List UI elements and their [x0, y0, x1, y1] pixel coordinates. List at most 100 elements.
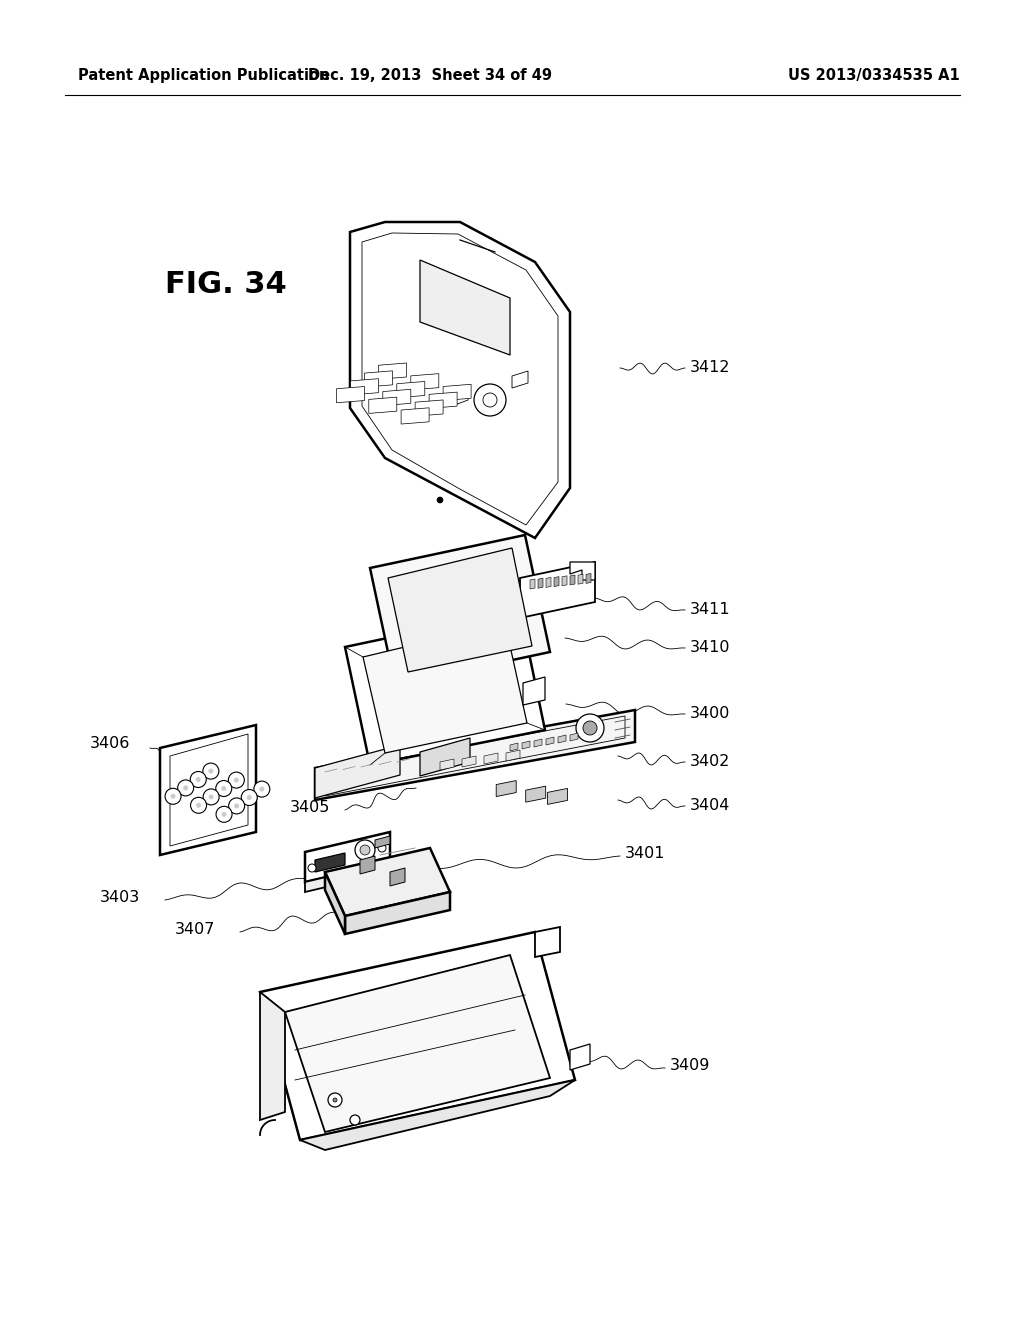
Polygon shape — [510, 743, 518, 751]
Text: 3411: 3411 — [690, 602, 731, 618]
Polygon shape — [443, 384, 471, 400]
Polygon shape — [534, 739, 542, 747]
Circle shape — [242, 789, 257, 805]
Polygon shape — [440, 759, 454, 770]
Circle shape — [437, 498, 443, 503]
Polygon shape — [300, 1080, 575, 1150]
Text: 3412: 3412 — [690, 360, 730, 375]
Circle shape — [233, 777, 239, 783]
Circle shape — [234, 804, 240, 808]
Polygon shape — [512, 371, 528, 388]
Polygon shape — [397, 381, 425, 397]
Circle shape — [254, 781, 270, 797]
Polygon shape — [570, 733, 578, 741]
Circle shape — [360, 845, 370, 855]
Polygon shape — [538, 578, 543, 589]
Circle shape — [228, 772, 245, 788]
Polygon shape — [484, 752, 498, 764]
Polygon shape — [337, 387, 365, 403]
Polygon shape — [360, 855, 375, 874]
Circle shape — [328, 1093, 342, 1107]
Circle shape — [216, 780, 231, 796]
Polygon shape — [415, 400, 443, 416]
Polygon shape — [345, 610, 545, 766]
Polygon shape — [370, 535, 550, 685]
Circle shape — [208, 768, 213, 774]
Polygon shape — [401, 408, 429, 424]
Polygon shape — [525, 787, 546, 803]
Polygon shape — [530, 579, 535, 589]
Polygon shape — [315, 853, 345, 873]
Polygon shape — [411, 374, 439, 389]
Polygon shape — [546, 737, 554, 744]
Text: 3403: 3403 — [100, 891, 140, 906]
Polygon shape — [325, 873, 345, 935]
Circle shape — [308, 865, 316, 873]
Polygon shape — [535, 927, 560, 957]
Polygon shape — [562, 576, 567, 586]
Polygon shape — [305, 862, 390, 892]
Polygon shape — [420, 260, 510, 355]
Polygon shape — [546, 577, 551, 587]
Polygon shape — [548, 788, 567, 804]
Polygon shape — [365, 371, 392, 387]
Circle shape — [171, 793, 175, 799]
Polygon shape — [388, 548, 532, 672]
Polygon shape — [369, 397, 397, 413]
Circle shape — [221, 785, 226, 791]
Polygon shape — [345, 892, 450, 935]
Polygon shape — [586, 573, 591, 583]
Circle shape — [583, 721, 597, 735]
Polygon shape — [462, 756, 476, 767]
Polygon shape — [160, 725, 256, 855]
Text: 3401: 3401 — [625, 846, 666, 861]
Circle shape — [203, 763, 219, 779]
Polygon shape — [375, 836, 390, 847]
Text: 3409: 3409 — [670, 1057, 711, 1072]
Circle shape — [216, 807, 232, 822]
Circle shape — [177, 780, 194, 796]
Polygon shape — [578, 574, 583, 585]
Polygon shape — [452, 388, 468, 407]
Text: US 2013/0334535 A1: US 2013/0334535 A1 — [788, 69, 961, 83]
Circle shape — [221, 812, 226, 817]
Circle shape — [247, 795, 252, 800]
Text: Patent Application Publication: Patent Application Publication — [78, 69, 330, 83]
Text: 3402: 3402 — [690, 755, 730, 770]
Circle shape — [350, 1115, 360, 1125]
Polygon shape — [520, 562, 595, 618]
Polygon shape — [260, 993, 285, 1119]
Text: 3404: 3404 — [690, 799, 730, 813]
Circle shape — [209, 795, 214, 800]
Circle shape — [196, 777, 201, 781]
Polygon shape — [325, 847, 450, 916]
Text: 3406: 3406 — [90, 737, 130, 751]
Polygon shape — [522, 741, 530, 748]
Polygon shape — [260, 932, 575, 1140]
Polygon shape — [350, 379, 379, 395]
Circle shape — [575, 714, 604, 742]
Circle shape — [196, 803, 201, 808]
Polygon shape — [285, 954, 550, 1133]
Polygon shape — [362, 623, 527, 752]
Circle shape — [203, 789, 219, 805]
Polygon shape — [420, 738, 470, 776]
Polygon shape — [305, 832, 390, 882]
Polygon shape — [315, 744, 400, 799]
Text: Dec. 19, 2013  Sheet 34 of 49: Dec. 19, 2013 Sheet 34 of 49 — [308, 69, 552, 83]
Polygon shape — [523, 677, 545, 705]
Polygon shape — [558, 735, 566, 743]
Text: 3405: 3405 — [290, 800, 331, 816]
Polygon shape — [570, 1044, 590, 1071]
Polygon shape — [570, 576, 575, 585]
Circle shape — [474, 384, 506, 416]
Polygon shape — [383, 389, 411, 405]
Circle shape — [190, 771, 206, 788]
Text: 3410: 3410 — [690, 640, 730, 656]
Polygon shape — [570, 562, 595, 579]
Circle shape — [355, 840, 375, 861]
Text: 3407: 3407 — [175, 923, 215, 937]
Circle shape — [190, 797, 207, 813]
Polygon shape — [506, 750, 520, 762]
Text: 3400: 3400 — [690, 706, 730, 722]
